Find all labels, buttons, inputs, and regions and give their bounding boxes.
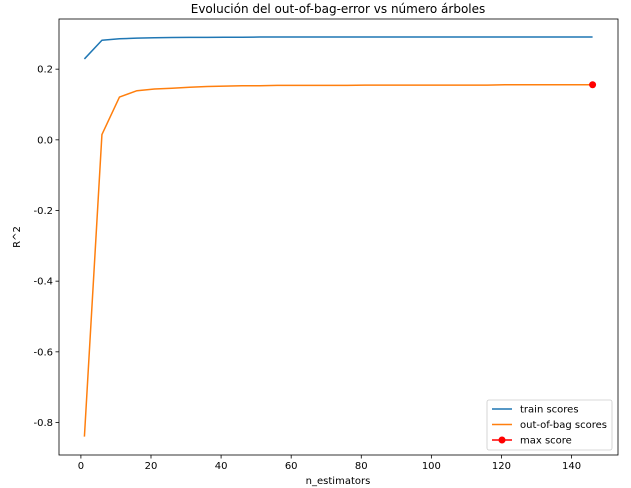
x-tick-label: 60 <box>285 461 298 472</box>
x-tick-label: 0 <box>78 461 84 472</box>
series-line-train-scores <box>83 36 593 60</box>
x-tick-label: 120 <box>492 461 511 472</box>
y-tick-label: -0.4 <box>33 277 53 288</box>
series-line-out-of-bag-scores <box>83 83 593 437</box>
x-axis-label: n_estimators <box>306 476 371 487</box>
x-axis-ticks: 0 20 40 60 80 100 120 140 <box>78 455 581 472</box>
series-lines <box>83 36 597 437</box>
y-tick-label: 0.0 <box>37 135 53 146</box>
legend: train scores out-of-bag scores max score <box>486 399 613 451</box>
legend-label-out-of-bag-scores: out-of-bag scores <box>520 420 607 431</box>
legend-box <box>486 399 613 451</box>
y-tick-label: -0.8 <box>33 418 53 429</box>
y-axis-label: R^2 <box>12 226 23 248</box>
plot-area <box>59 19 618 455</box>
x-tick-label: 40 <box>215 461 228 472</box>
x-tick-label: 140 <box>562 461 581 472</box>
y-tick-label: -0.6 <box>33 347 53 358</box>
series-point-max-score <box>589 81 597 89</box>
legend-label-max-score: max score <box>520 436 572 447</box>
plot-frame <box>58 18 619 456</box>
x-tick-label: 100 <box>422 461 441 472</box>
legend-marker-max-score <box>498 436 506 444</box>
y-axis-ticks: -0.8 -0.6 -0.4 -0.2 0.0 0.2 <box>33 65 59 429</box>
chart-title: Evolución del out-of-bag-error vs número… <box>191 2 486 16</box>
x-tick-label: 80 <box>355 461 368 472</box>
legend-label-train-scores: train scores <box>520 405 579 416</box>
y-tick-label: -0.2 <box>33 206 53 217</box>
x-tick-label: 20 <box>145 461 158 472</box>
y-tick-label: 0.2 <box>37 65 53 76</box>
